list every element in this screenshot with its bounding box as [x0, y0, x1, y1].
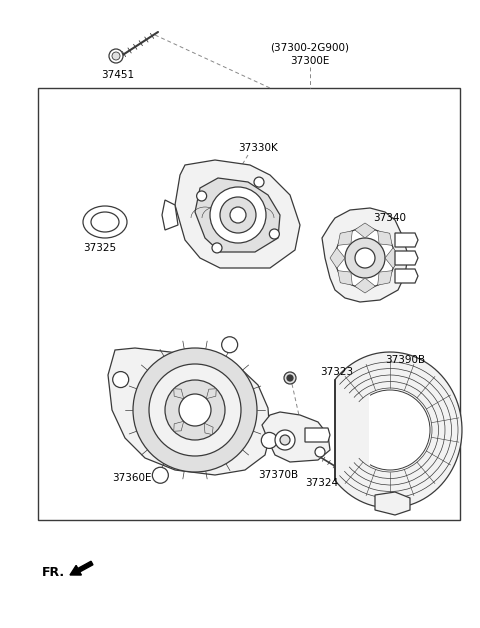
Circle shape	[280, 435, 290, 445]
Polygon shape	[395, 233, 418, 247]
Polygon shape	[262, 412, 330, 462]
Text: 37323: 37323	[320, 367, 353, 377]
Polygon shape	[174, 421, 184, 431]
Polygon shape	[204, 423, 213, 435]
Polygon shape	[375, 492, 410, 515]
Polygon shape	[195, 178, 280, 252]
Circle shape	[222, 337, 238, 353]
Circle shape	[149, 364, 241, 456]
Polygon shape	[322, 208, 408, 302]
Circle shape	[269, 229, 279, 239]
Circle shape	[210, 187, 266, 243]
Polygon shape	[395, 269, 418, 283]
FancyArrow shape	[70, 561, 93, 575]
Text: FR.: FR.	[42, 565, 65, 578]
Text: 37451: 37451	[101, 70, 134, 80]
Text: 37330K: 37330K	[238, 143, 278, 153]
Polygon shape	[355, 278, 375, 293]
Circle shape	[113, 372, 129, 387]
Circle shape	[152, 467, 168, 484]
Circle shape	[197, 191, 206, 201]
Text: 37300E: 37300E	[290, 56, 330, 66]
Circle shape	[212, 243, 222, 253]
Polygon shape	[335, 352, 462, 508]
Polygon shape	[330, 247, 345, 268]
Circle shape	[287, 375, 293, 381]
Circle shape	[345, 238, 385, 278]
Polygon shape	[378, 271, 392, 285]
Circle shape	[254, 177, 264, 187]
Polygon shape	[174, 389, 184, 399]
Polygon shape	[108, 348, 270, 475]
Text: 37390B: 37390B	[385, 355, 425, 365]
Polygon shape	[305, 428, 330, 442]
Circle shape	[261, 433, 277, 448]
Circle shape	[179, 394, 211, 426]
Polygon shape	[385, 247, 400, 268]
Text: 37325: 37325	[84, 243, 117, 253]
Polygon shape	[355, 223, 375, 238]
Ellipse shape	[91, 212, 119, 232]
Circle shape	[133, 348, 257, 472]
Text: 37370B: 37370B	[258, 470, 298, 480]
Text: 37340: 37340	[373, 213, 407, 223]
Text: 37324: 37324	[305, 478, 338, 488]
Ellipse shape	[83, 206, 127, 238]
Polygon shape	[206, 389, 216, 399]
Text: (37300-2G900): (37300-2G900)	[271, 43, 349, 53]
Text: 37360E: 37360E	[112, 473, 152, 483]
Circle shape	[220, 197, 256, 233]
Circle shape	[284, 372, 296, 384]
Circle shape	[275, 430, 295, 450]
Circle shape	[335, 228, 395, 288]
Polygon shape	[378, 231, 392, 246]
Polygon shape	[175, 160, 300, 268]
Polygon shape	[162, 200, 178, 230]
Bar	[38, 88, 460, 520]
Polygon shape	[338, 271, 352, 285]
Circle shape	[165, 380, 225, 440]
Polygon shape	[338, 231, 352, 246]
Circle shape	[315, 447, 325, 457]
Circle shape	[355, 248, 375, 268]
Circle shape	[112, 52, 120, 60]
Circle shape	[109, 49, 123, 63]
Polygon shape	[370, 390, 430, 470]
Polygon shape	[395, 251, 418, 265]
Circle shape	[230, 207, 246, 223]
